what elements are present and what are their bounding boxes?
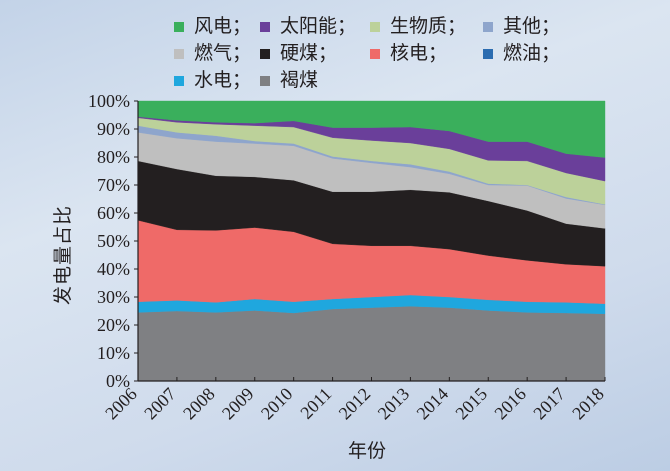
legend-label: 水电； [194, 69, 252, 91]
legend-item: 其他； [483, 14, 593, 39]
chart-legend: 风电； 太阳能； 生物质； 其他； 燃气； 硬煤； 核电； 燃油； 水电； 褐煤 [174, 14, 614, 93]
x-tick-label: 2008 [179, 384, 219, 424]
legend-label: 其他； [503, 15, 561, 37]
legend-item: 风电； [174, 14, 260, 39]
legend-swatch [174, 75, 184, 86]
y-tick-label: 60% [97, 203, 130, 223]
area-褐煤 [137, 306, 606, 382]
x-tick-label: 2012 [335, 384, 375, 424]
y-tick-label: 30% [97, 287, 130, 307]
legend-label: 风电； [194, 15, 252, 37]
legend-item: 硬煤； [260, 41, 370, 66]
legend-label: 核电； [390, 42, 448, 64]
legend-item: 生物质； [370, 14, 483, 39]
x-tick-label: 2014 [413, 384, 453, 424]
y-tick-label: 80% [97, 147, 130, 167]
legend-swatch [483, 21, 493, 32]
y-tick-label: 0% [106, 371, 130, 391]
legend-item: 燃油； [483, 41, 593, 66]
x-tick-label: 2017 [529, 384, 569, 424]
legend-item: 太阳能； [260, 14, 370, 39]
y-tick-labels: 0% 10% 20% 30% 40% 50% 60% 70% 80% 90% 100% [88, 91, 138, 391]
legend-label: 硬煤； [280, 42, 338, 64]
y-axis-label: 发电量占比 [52, 204, 74, 305]
legend-swatch [370, 48, 380, 59]
area-风电 [137, 100, 606, 158]
legend-swatch [174, 21, 184, 32]
y-tick-label: 40% [97, 259, 130, 279]
legend-swatch [260, 75, 270, 86]
legend-swatch [370, 21, 380, 32]
legend-swatch [260, 21, 270, 32]
x-tick-label: 2009 [218, 384, 258, 424]
legend-label: 燃油； [503, 42, 561, 64]
x-tick-label: 2010 [257, 384, 297, 424]
legend-label: 生物质； [390, 15, 467, 37]
legend-item: 褐煤 [260, 68, 370, 93]
legend-label: 燃气； [194, 42, 252, 64]
y-tick-label: 90% [97, 119, 130, 139]
y-tick-label: 20% [97, 315, 130, 335]
legend-item: 核电； [370, 41, 483, 66]
y-tick-label: 50% [97, 231, 130, 251]
legend-swatch [260, 48, 270, 59]
x-tick-labels: 2006 2007 2008 2009 2010 2011 2012 2013 2014 2015… [101, 377, 608, 423]
legend-item: 水电； [174, 68, 260, 93]
legend-item: 燃气； [174, 41, 260, 66]
legend-swatch [483, 48, 493, 59]
x-tick-label: 2011 [296, 384, 335, 423]
x-tick-label: 2018 [568, 384, 608, 424]
x-tick-label: 2016 [490, 384, 530, 424]
x-axis-label: 年份 [348, 440, 387, 462]
legend-label: 褐煤 [280, 69, 319, 91]
legend-label: 太阳能； [280, 15, 357, 37]
x-tick-label: 2007 [140, 384, 180, 424]
y-tick-label: 10% [97, 343, 130, 363]
area-layers [137, 100, 606, 382]
legend-swatch [174, 48, 184, 59]
x-tick-label: 2013 [374, 384, 414, 424]
y-tick-label: 100% [88, 91, 130, 111]
x-tick-label: 2015 [451, 384, 491, 424]
y-tick-label: 70% [97, 175, 130, 195]
